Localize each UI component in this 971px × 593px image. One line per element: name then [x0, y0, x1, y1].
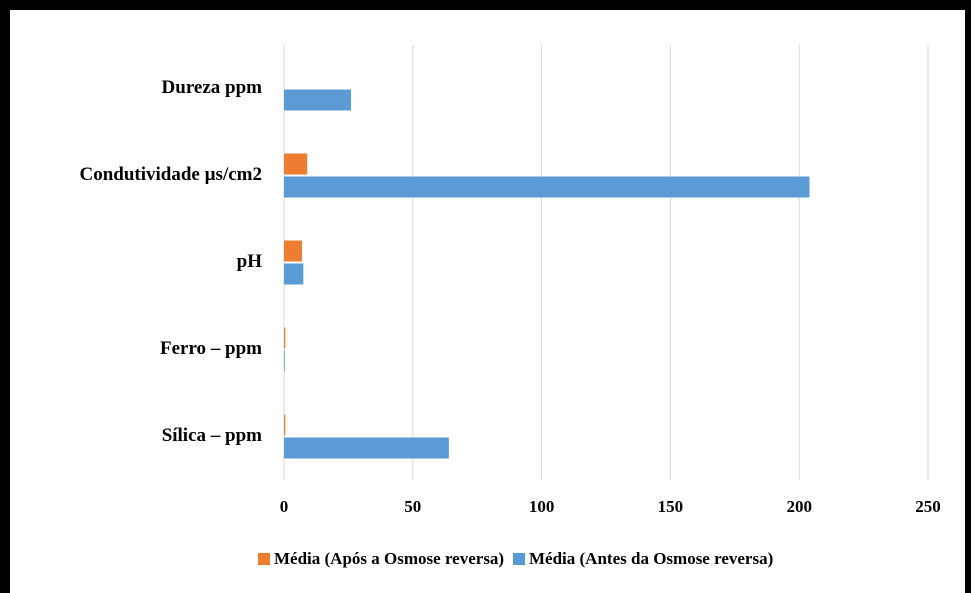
- x-tick-label: 100: [529, 497, 555, 516]
- bar: [284, 263, 304, 285]
- y-tick-label: Dureza ppm: [162, 77, 263, 98]
- bar: [284, 414, 286, 436]
- bar: [284, 89, 351, 111]
- x-tick-label: 150: [658, 497, 684, 516]
- legend-swatch: [258, 553, 270, 565]
- bar: [284, 240, 303, 262]
- bar: [284, 437, 449, 459]
- y-tick-label: Sílica – ppm: [162, 425, 262, 446]
- x-tick-label: 250: [915, 497, 941, 516]
- x-tick-label: 50: [404, 497, 421, 516]
- chart-frame: [10, 10, 965, 593]
- legend-label: Média (Após a Osmose reversa): [274, 549, 504, 568]
- bar: [284, 350, 285, 372]
- y-tick-label: Condutividade µs/cm2: [79, 164, 262, 185]
- legend-label: Média (Antes da Osmose reversa): [529, 549, 773, 568]
- y-tick-label: Ferro – ppm: [160, 338, 262, 359]
- bar: [284, 153, 308, 175]
- y-tick-label: pH: [237, 251, 263, 272]
- x-tick-label: 200: [786, 497, 812, 516]
- bar: [284, 327, 286, 349]
- bar: [284, 176, 810, 198]
- x-tick-label: 0: [280, 497, 289, 516]
- legend-swatch: [513, 553, 525, 565]
